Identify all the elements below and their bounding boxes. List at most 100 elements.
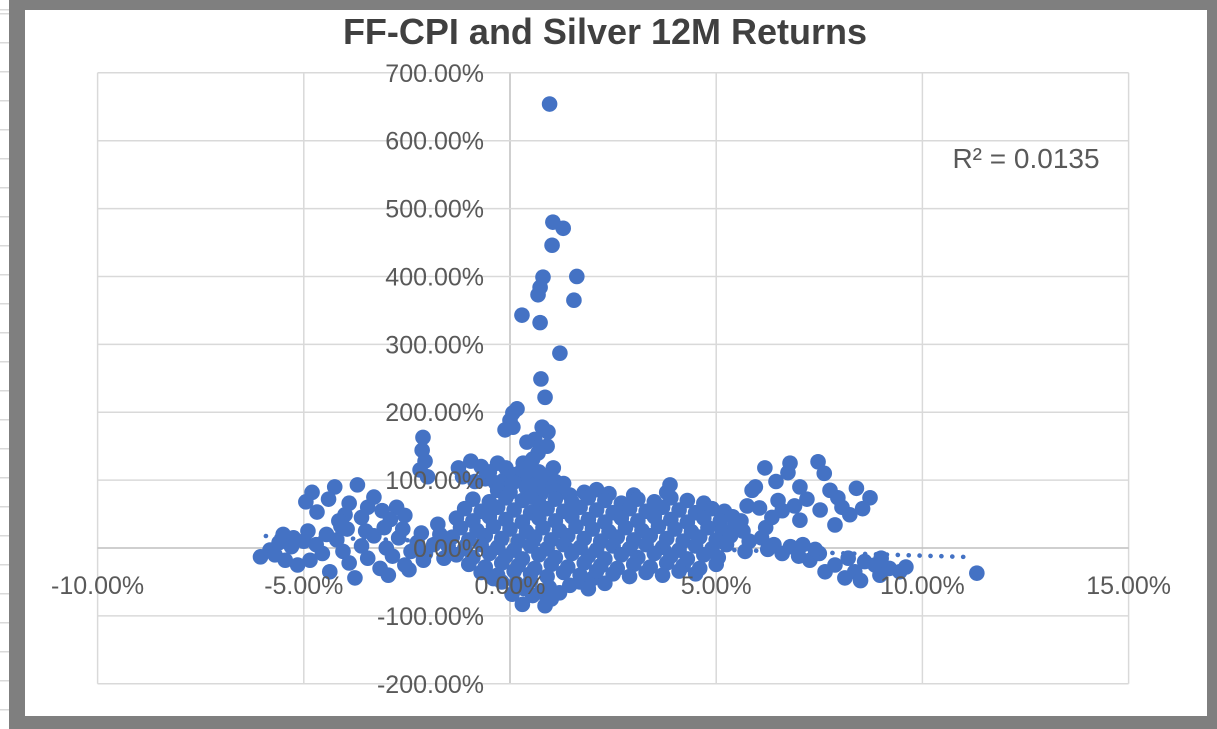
scatter-point[interactable] <box>569 268 585 285</box>
scatter-point[interactable] <box>757 460 773 476</box>
scatter-point[interactable] <box>780 464 796 481</box>
scatter-point[interactable] <box>300 523 316 539</box>
scatter-point[interactable] <box>419 468 436 485</box>
scatter-point[interactable] <box>718 536 735 553</box>
scatter-point[interactable] <box>613 547 630 563</box>
scatter-point[interactable] <box>267 547 283 563</box>
scatter-point[interactable] <box>638 564 654 581</box>
chart-object-frame[interactable] <box>9 0 1217 729</box>
scatter-point[interactable] <box>497 422 513 438</box>
scatter-point[interactable] <box>566 292 582 309</box>
scatter-point[interactable] <box>320 491 337 507</box>
scatter-point[interactable] <box>969 565 985 581</box>
scatter-point[interactable] <box>671 563 687 579</box>
scatter-point[interactable] <box>572 567 588 583</box>
scatter-point[interactable] <box>654 567 671 583</box>
scatter-point[interactable] <box>751 500 768 516</box>
scatter-point[interactable] <box>552 345 568 361</box>
scatter-point[interactable] <box>816 465 833 482</box>
scatter-point[interactable] <box>481 545 498 562</box>
scatter-point[interactable] <box>854 500 871 517</box>
scatter-point[interactable] <box>522 566 539 582</box>
scatter-point[interactable] <box>380 567 397 583</box>
scatter-point[interactable] <box>708 556 724 573</box>
scatter-point[interactable] <box>489 567 506 583</box>
scatter-point[interactable] <box>625 556 642 573</box>
scatter-point[interactable] <box>359 550 376 567</box>
scatter-point[interactable] <box>397 507 413 524</box>
scatter-point[interactable] <box>454 468 471 485</box>
scatter-point[interactable] <box>298 494 314 510</box>
scatter-point[interactable] <box>473 564 489 581</box>
scatter-point[interactable] <box>696 547 712 563</box>
scatter-point[interactable] <box>807 541 823 558</box>
scatter-point[interactable] <box>795 536 811 553</box>
scatter-point[interactable] <box>341 495 357 512</box>
scatter-point[interactable] <box>792 512 808 528</box>
scatter-point[interactable] <box>786 498 803 514</box>
scatter-point[interactable] <box>321 563 338 580</box>
scatter-point[interactable] <box>812 502 828 518</box>
scatter-point[interactable] <box>347 570 363 586</box>
scatter-point[interactable] <box>658 555 675 571</box>
scatter-point[interactable] <box>341 555 357 571</box>
scatter-point[interactable] <box>543 556 560 573</box>
scatter-point[interactable] <box>309 504 325 520</box>
scatter-point[interactable] <box>827 517 843 533</box>
scatter-point[interactable] <box>493 555 510 571</box>
scatter-point[interactable] <box>506 563 522 579</box>
scatter-point[interactable] <box>353 509 370 526</box>
scatter-point[interactable] <box>834 499 850 516</box>
scatter-points[interactable] <box>252 96 985 614</box>
scatter-point[interactable] <box>540 424 556 440</box>
scatter-point[interactable] <box>394 521 411 537</box>
scatter-point[interactable] <box>302 552 318 569</box>
scatter-point[interactable] <box>564 545 580 562</box>
scatter-point[interactable] <box>349 477 366 493</box>
scatter-point[interactable] <box>514 307 530 323</box>
scatter-point[interactable] <box>436 550 452 567</box>
scatter-point[interactable] <box>353 538 370 554</box>
scatter-point[interactable] <box>537 389 553 406</box>
scatter-point[interactable] <box>504 586 520 602</box>
scatter-point[interactable] <box>792 479 808 495</box>
scatter-point[interactable] <box>326 479 343 495</box>
scatter-point[interactable] <box>289 557 306 573</box>
scatter-point[interactable] <box>357 523 374 539</box>
r-squared-label[interactable]: R² = 0.0135 <box>952 143 1099 174</box>
scatter-point[interactable] <box>539 568 555 585</box>
scatter-point[interactable] <box>384 548 401 564</box>
scatter-point[interactable] <box>544 237 560 254</box>
scatter-point[interactable] <box>460 556 477 573</box>
scatter-point[interactable] <box>555 564 572 581</box>
scatter-point[interactable] <box>533 371 549 387</box>
scatter-point[interactable] <box>541 96 558 112</box>
scatter-point[interactable] <box>401 561 417 578</box>
scatter-point[interactable] <box>415 429 431 446</box>
scatter-point[interactable] <box>366 489 382 505</box>
scatter-point[interactable] <box>448 547 465 563</box>
scatter-point[interactable] <box>744 482 760 499</box>
scatter-point[interactable] <box>621 568 638 585</box>
scatter-point[interactable] <box>662 477 678 493</box>
scatter-point[interactable] <box>555 220 571 237</box>
scatter-point[interactable] <box>314 545 331 562</box>
scatter-point[interactable] <box>335 543 351 560</box>
scatter-point[interactable] <box>810 454 826 470</box>
scatter-point[interactable] <box>848 480 865 497</box>
scatter-point[interactable] <box>537 597 553 614</box>
scatter-point[interactable] <box>768 473 784 490</box>
scatter-point[interactable] <box>532 314 548 331</box>
scatter-point[interactable] <box>413 525 430 541</box>
scatter-point[interactable] <box>605 566 621 582</box>
scatter-point[interactable] <box>519 434 535 450</box>
scatter-point[interactable] <box>898 559 914 575</box>
scatter-point[interactable] <box>739 498 755 514</box>
scatter-point[interactable] <box>514 596 531 613</box>
scatter-point[interactable] <box>862 489 878 506</box>
scatter-point[interactable] <box>827 557 843 573</box>
scatter-point[interactable] <box>774 502 790 519</box>
scatter-point[interactable] <box>430 516 446 533</box>
scatter-point[interactable] <box>530 286 546 303</box>
